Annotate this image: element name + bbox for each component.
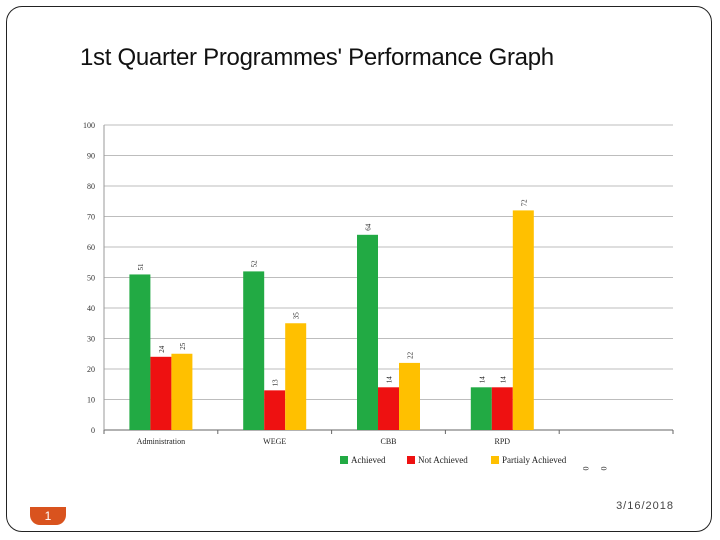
bar (470, 387, 492, 430)
bar-value-label: 25 (179, 342, 187, 350)
bar-value-label: 13 (272, 379, 280, 387)
y-tick-label: 50 (87, 274, 95, 283)
bar (357, 234, 378, 430)
y-tick-label: 70 (87, 213, 95, 222)
y-tick-label: 80 (87, 182, 95, 191)
bar-value-label: 64 (365, 223, 373, 231)
x-tick-label: RPD (495, 437, 511, 446)
legend-swatch (491, 456, 499, 464)
legend-label: Achieved (351, 455, 386, 465)
slide-number-tab: 1 (30, 507, 66, 525)
bar-value-label: 35 (293, 312, 301, 320)
y-tick-label: 40 (87, 304, 95, 313)
bar (285, 323, 307, 430)
slide-number: 1 (44, 509, 52, 523)
x-tick-label: CBB (380, 437, 396, 446)
y-tick-label: 100 (83, 121, 95, 130)
bar (171, 353, 193, 430)
bar (150, 356, 172, 430)
y-tick-label: 90 (87, 152, 95, 161)
bar (243, 271, 265, 430)
bar-value-label: 14 (499, 376, 507, 384)
bar (512, 210, 534, 430)
slide-title: 1st Quarter Programmes' Performance Grap… (80, 44, 554, 71)
bar-value-label: 52 (251, 260, 259, 268)
bar (264, 390, 286, 430)
legend-label: Not Achieved (418, 455, 468, 465)
y-tick-label: 20 (87, 365, 95, 374)
legend-swatch (340, 456, 348, 464)
bar-value-label: 14 (386, 376, 394, 384)
stray-mark: 0 (581, 466, 591, 471)
slide-date: 3/16/2018 (616, 500, 674, 512)
stray-mark: 0 (599, 466, 609, 471)
y-tick-label: 10 (87, 396, 95, 405)
x-tick-label: Administration (137, 437, 185, 446)
legend-swatch (407, 456, 415, 464)
bar-value-label: 72 (520, 199, 528, 207)
bar-value-label: 24 (158, 345, 166, 353)
y-tick-label: 30 (87, 335, 95, 344)
bar (491, 387, 513, 430)
bar-value-label: 51 (137, 263, 145, 271)
x-tick-label: WEGE (263, 437, 286, 446)
bar (129, 274, 151, 430)
bar (378, 387, 399, 430)
bar-value-label: 14 (478, 376, 486, 384)
legend-label: Partialy Achieved (502, 455, 567, 465)
bar (399, 362, 420, 430)
stray-marks: 0 0 (581, 464, 618, 473)
bar-value-label: 22 (407, 351, 415, 359)
y-tick-label: 0 (91, 426, 95, 435)
y-tick-label: 60 (87, 243, 95, 252)
